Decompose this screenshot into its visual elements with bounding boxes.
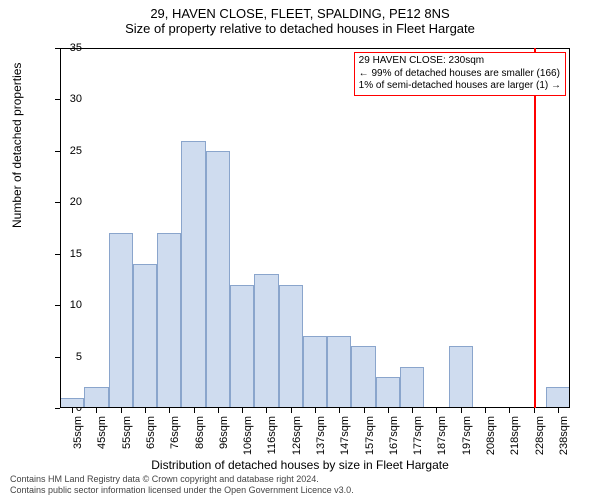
footer-attribution: Contains HM Land Registry data © Crown c… [10, 474, 354, 496]
histogram-bar [254, 274, 278, 408]
annotation-line: 1% of semi-detached houses are larger (1… [359, 80, 561, 93]
x-tick-mark [339, 408, 340, 413]
histogram-bar [157, 233, 181, 408]
histogram-bar [449, 346, 473, 408]
x-tick-mark [436, 408, 437, 413]
chart-title-address: 29, HAVEN CLOSE, FLEET, SPALDING, PE12 8… [0, 0, 600, 21]
chart-container: 29, HAVEN CLOSE, FLEET, SPALDING, PE12 8… [0, 0, 600, 500]
histogram-bar [181, 141, 205, 408]
x-axis-label: Distribution of detached houses by size … [0, 458, 600, 472]
histogram-bar [376, 377, 400, 408]
histogram-bar [400, 367, 424, 408]
x-tick-mark [169, 408, 170, 413]
footer-line: Contains public sector information licen… [10, 485, 354, 496]
y-tick-mark [55, 408, 60, 409]
x-tick-mark [96, 408, 97, 413]
x-tick-mark [291, 408, 292, 413]
annotation-box: 29 HAVEN CLOSE: 230sqm ← 99% of detached… [354, 52, 566, 96]
axis-bottom [60, 407, 570, 408]
x-tick-mark [72, 408, 73, 413]
annotation-line: ← 99% of detached houses are smaller (16… [359, 68, 561, 81]
x-tick-mark [558, 408, 559, 413]
x-tick-mark [364, 408, 365, 413]
x-tick-mark [315, 408, 316, 413]
x-tick-mark [388, 408, 389, 413]
histogram-bar [206, 151, 230, 408]
plot-area: 29 HAVEN CLOSE: 230sqm ← 99% of detached… [60, 48, 570, 408]
x-tick-mark [121, 408, 122, 413]
x-tick-mark [509, 408, 510, 413]
histogram-bar [133, 264, 157, 408]
chart-title-subtitle: Size of property relative to detached ho… [0, 21, 600, 40]
x-tick-mark [194, 408, 195, 413]
x-tick-mark [145, 408, 146, 413]
footer-line: Contains HM Land Registry data © Crown c… [10, 474, 354, 485]
histogram-bar [546, 387, 570, 408]
axis-right [569, 48, 570, 408]
histogram-bar [327, 336, 351, 408]
histogram-bar [84, 387, 108, 408]
x-tick-mark [412, 408, 413, 413]
x-tick-mark [461, 408, 462, 413]
bars-layer [60, 48, 570, 408]
annotation-line: 29 HAVEN CLOSE: 230sqm [359, 55, 561, 68]
property-marker-line [534, 48, 536, 408]
histogram-bar [303, 336, 327, 408]
x-tick-mark [218, 408, 219, 413]
x-tick-mark [242, 408, 243, 413]
histogram-bar [109, 233, 133, 408]
x-tick-mark [485, 408, 486, 413]
histogram-bar [351, 346, 375, 408]
histogram-bar [230, 285, 254, 408]
x-tick-mark [534, 408, 535, 413]
axis-top [60, 48, 570, 49]
y-axis-label: Number of detached properties [10, 63, 24, 228]
x-tick-mark [266, 408, 267, 413]
axis-left [60, 48, 61, 408]
histogram-bar [279, 285, 303, 408]
